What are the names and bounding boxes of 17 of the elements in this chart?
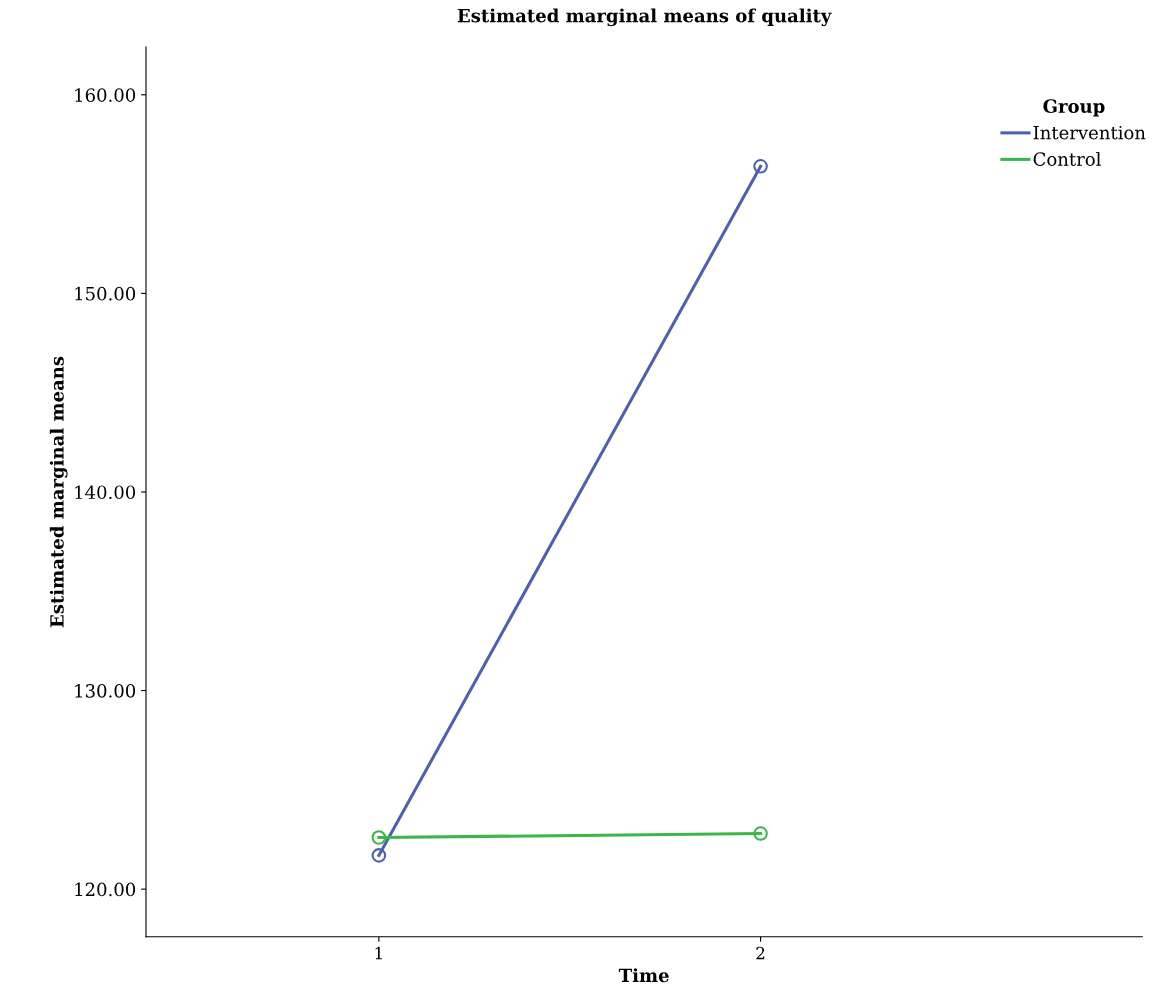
x-tick-label: 2 (756, 946, 765, 960)
x-axis-title: Time (618, 968, 669, 983)
y-tick-label: 120.00 (75, 882, 136, 897)
point (753, 826, 768, 841)
y-axis-title: Estimated marginal means (49, 356, 68, 628)
x-tick-label: 1 (375, 946, 382, 960)
legend-title: Group (1043, 99, 1105, 117)
chart-title: Estimated marginal means of quality (457, 8, 832, 27)
legend-label: Control (1033, 151, 1101, 166)
legend-label: Intervention (1033, 125, 1146, 140)
y-tick-label: 160.00 (75, 88, 136, 102)
point (371, 830, 387, 845)
y-tick-label: 140.00 (75, 485, 136, 500)
y-tick-label: 130.00 (75, 684, 136, 698)
point (753, 159, 768, 174)
y-tick-label: 150.00 (75, 286, 136, 301)
point (371, 848, 387, 863)
